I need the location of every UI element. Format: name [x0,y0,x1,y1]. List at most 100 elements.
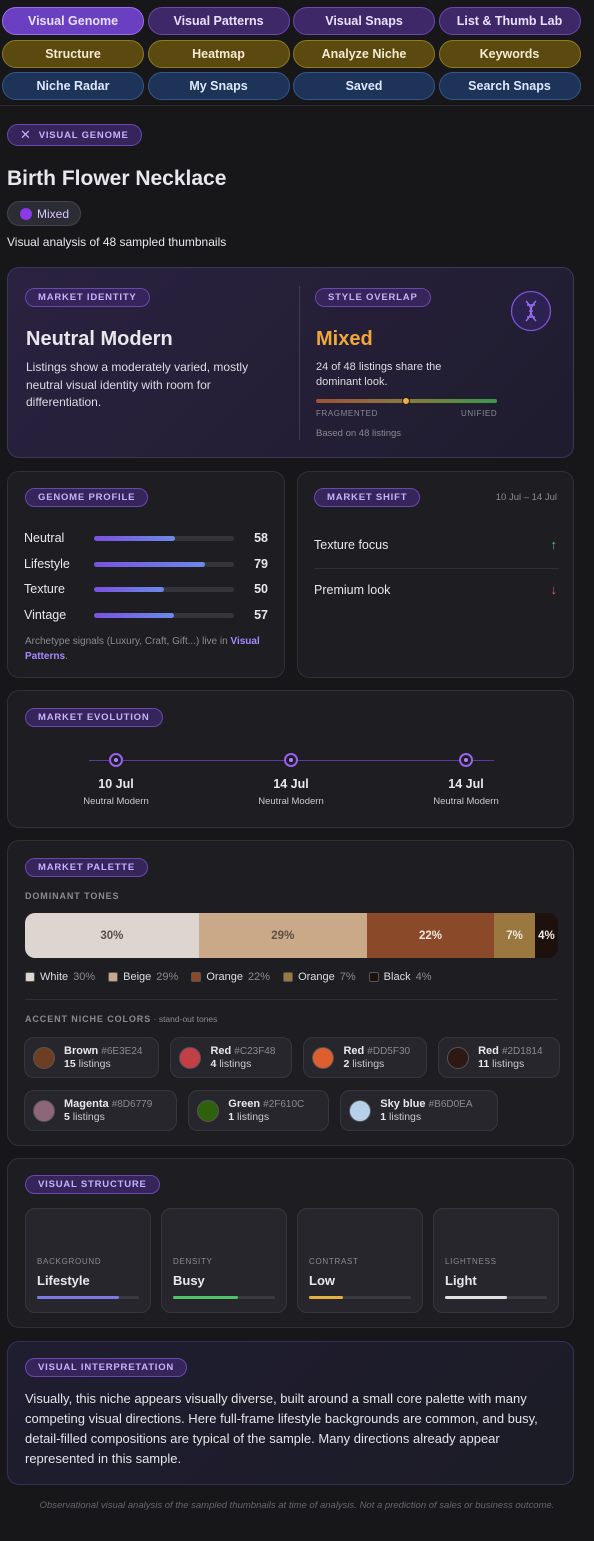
structure-tile: LIGHTNESS Light [433,1208,559,1313]
genome-value: 57 [254,607,268,622]
genome-name: Neutral [24,531,65,545]
footer-note: Observational visual analysis of the sam… [39,1500,555,1511]
legend-value: 22% [248,971,271,983]
accent-swatch [33,1046,55,1069]
nav-button[interactable]: List & Thumb Lab [438,7,581,35]
accent-chip: Red #2D1814 11 listings [438,1037,560,1078]
identity-text: Listings show a moderately varied, mostl… [26,360,249,409]
shift-dates: 10 Jul – 14 Jul [495,492,557,503]
tile-value: Lifestyle [37,1273,90,1288]
node-label: Neutral Modern [433,796,499,807]
accent-line: Brown #6E3E24 [64,1045,142,1058]
legend-swatch [191,972,202,982]
nav-button[interactable]: Keywords [438,39,581,68]
tile-value: Light [445,1273,477,1288]
palette-card: MARKET PALETTE DOMINANT TONES 30% 29% 22% 7… [7,840,574,1146]
shift-name: Texture focus [314,538,389,552]
accent-line: 5 listings [64,1111,152,1124]
node-date: 14 Jul [273,777,309,791]
accent-line: Red #C23F48 [210,1045,275,1058]
node-date: 14 Jul [448,777,484,791]
accent-count: 4 [210,1057,217,1070]
accent-name: Magenta [64,1097,109,1110]
nav-button[interactable]: Structure [2,39,144,68]
accent-name: Red [478,1044,499,1057]
structure-tile: DENSITY Busy [161,1208,287,1313]
accent-name: Brown [64,1044,99,1057]
nav-button[interactable]: Search Snaps [438,72,581,100]
nav-button[interactable]: Saved [293,72,435,100]
palette-bar: 30% 29% 22% 7% 4% [25,913,558,958]
tag-text: Mixed [37,206,70,221]
scale-left: FRAGMENTED [316,409,378,418]
timeline-node [459,753,473,767]
accent-unit: listings [219,1057,252,1070]
identity-title: Neutral Modern [26,328,173,350]
tile-label: CONTRAST [309,1257,359,1266]
accent-chip: Brown #6E3E24 15 listings [24,1037,160,1078]
structure-card: VISUAL STRUCTURE BACKGROUND Lifestyle DENS… [7,1158,574,1328]
accent-swatch [179,1046,202,1069]
timeline-node [284,753,298,767]
accent-chip: Red #DD5F30 2 listings [303,1037,428,1078]
back-badge[interactable]: ✕ VISUAL GENOME [7,124,142,146]
section-label: MARKET EVOLUTION [25,708,163,727]
legend-name: Orange [298,971,335,983]
genome-name: Vintage [24,607,67,622]
divider [25,999,558,1000]
accent-sub: · stand-out tones [153,1014,218,1024]
accent-text: Red #DD5F30 2 listings [343,1045,410,1071]
legend-value: 4% [415,971,432,983]
accent-chip: Magenta #8D6779 5 listings [24,1090,178,1131]
nav-button[interactable]: Visual Snaps [293,7,435,35]
accent-text: Green #2F610C 1 listings [228,1098,304,1124]
tile-level [309,1296,343,1299]
legend-value: 30% [73,971,96,983]
divider [299,286,300,440]
accent-count: 2 [343,1057,350,1070]
genome-bar [94,536,176,541]
section-label: STYLE OVERLAP [315,288,431,307]
accent-line: 2 listings [343,1058,410,1071]
node-label: Neutral Modern [258,796,324,807]
accent-unit: listings [492,1057,525,1070]
genome-value: 58 [254,531,268,545]
nav-button[interactable]: Visual Patterns [147,7,290,35]
overlap-title: Mixed [316,328,373,350]
legend-item: Orange 7% [283,971,356,983]
nav-button[interactable]: My Snaps [147,72,290,100]
patterns-link[interactable]: Visual Patterns [25,636,260,662]
genome-name: Lifestyle [24,556,70,571]
section-label: MARKET PALETTE [25,858,149,877]
node-label: Neutral Modern [83,796,149,807]
nav-button[interactable]: Analyze Niche [293,39,435,68]
overlap-marker [402,397,410,405]
arrow-up: ↑ [550,537,558,552]
genome-bar [94,587,164,592]
accent-unit: listings [78,1057,111,1070]
accent-hex: #8D6779 [111,1098,153,1110]
section-label: MARKET IDENTITY [25,288,150,307]
accent-count: 1 [228,1110,235,1123]
divider [314,568,559,569]
genome-name: Texture [24,582,65,596]
accent-hex: #C23F48 [234,1045,276,1057]
tile-level [173,1296,239,1299]
accent-chip: Sky blue #B6D0EA 1 listings [340,1090,498,1131]
section-label: VISUAL STRUCTURE [25,1175,160,1194]
accent-unit: listings [72,1110,105,1123]
subtitle: Visual analysis of 48 sampled thumbnails [7,235,227,249]
accent-text: Sky blue #B6D0EA 1 listings [380,1098,472,1124]
accent-count: 5 [64,1110,70,1123]
accent-line: Magenta #8D6779 [64,1098,152,1111]
dominant-label: DOMINANT TONES [25,891,120,901]
nav-button[interactable]: Heatmap [147,39,290,68]
palette-legend: White 30% Beige 29% Orange 22% Orange 7% Black 4% [25,971,431,983]
nav-button[interactable]: Niche Radar [2,72,144,100]
nav-button[interactable]: Visual Genome [2,7,144,35]
genome-card: GENOME PROFILE Archetype signals (Luxury… [7,471,285,678]
legend-name: Black [383,971,411,983]
accent-swatch [349,1099,372,1122]
accent-hex: #B6D0EA [428,1098,473,1110]
identity-card: MARKET IDENTITY Neutral Modern Listings … [7,267,574,458]
